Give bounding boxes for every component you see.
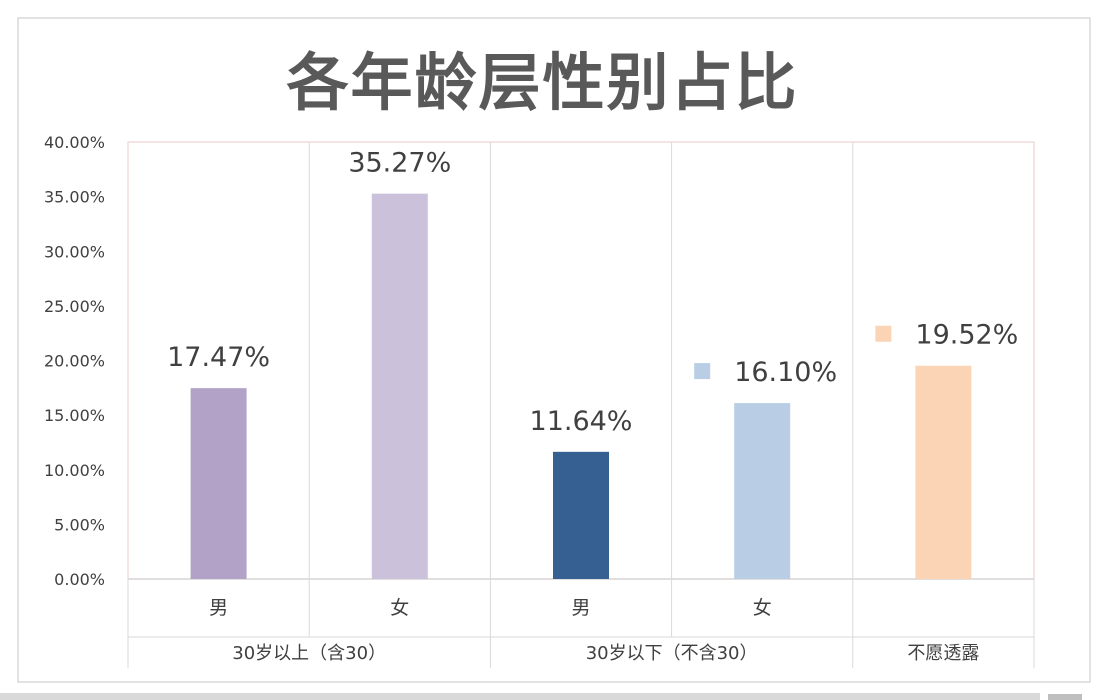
y-tick-label: 35.00% [44, 188, 105, 207]
data-label: 16.10% [734, 357, 837, 388]
scrollbar-track [0, 693, 1040, 700]
data-label: 17.47% [167, 342, 270, 373]
bar[interactable] [553, 451, 609, 579]
y-tick-label: 20.00% [44, 352, 105, 371]
bar[interactable] [190, 388, 247, 579]
x-category-label: 男 [209, 597, 228, 619]
data-label: 35.27% [348, 148, 451, 179]
x-group-label: 30岁以上（含30） [232, 643, 386, 664]
x-category-label: 男 [571, 597, 590, 619]
x-group-label: 不愿透露 [907, 643, 979, 664]
x-category-label: 女 [753, 597, 772, 619]
chart-title: 各年龄层性别占比 [286, 46, 799, 119]
y-tick-label: 15.00% [44, 406, 105, 425]
y-tick-label: 5.00% [54, 515, 105, 534]
x-category-label: 女 [390, 597, 409, 619]
chart-border [17, 17, 1091, 683]
data-label: 19.52% [915, 320, 1018, 351]
y-tick-label: 0.00% [54, 570, 105, 589]
y-tick-label: 40.00% [44, 133, 105, 152]
scrollbar-thumb[interactable] [1048, 694, 1082, 700]
y-tick-label: 30.00% [44, 242, 105, 261]
bar[interactable] [371, 193, 428, 580]
data-label: 11.64% [530, 406, 633, 437]
y-tick-label: 25.00% [44, 297, 105, 316]
y-tick-label: 10.00% [44, 461, 105, 480]
bar[interactable] [915, 365, 972, 579]
legend-marker [875, 325, 892, 342]
legend-marker [694, 363, 711, 380]
bar[interactable] [734, 403, 791, 579]
x-group-label: 30岁以下（不含30） [586, 643, 758, 664]
